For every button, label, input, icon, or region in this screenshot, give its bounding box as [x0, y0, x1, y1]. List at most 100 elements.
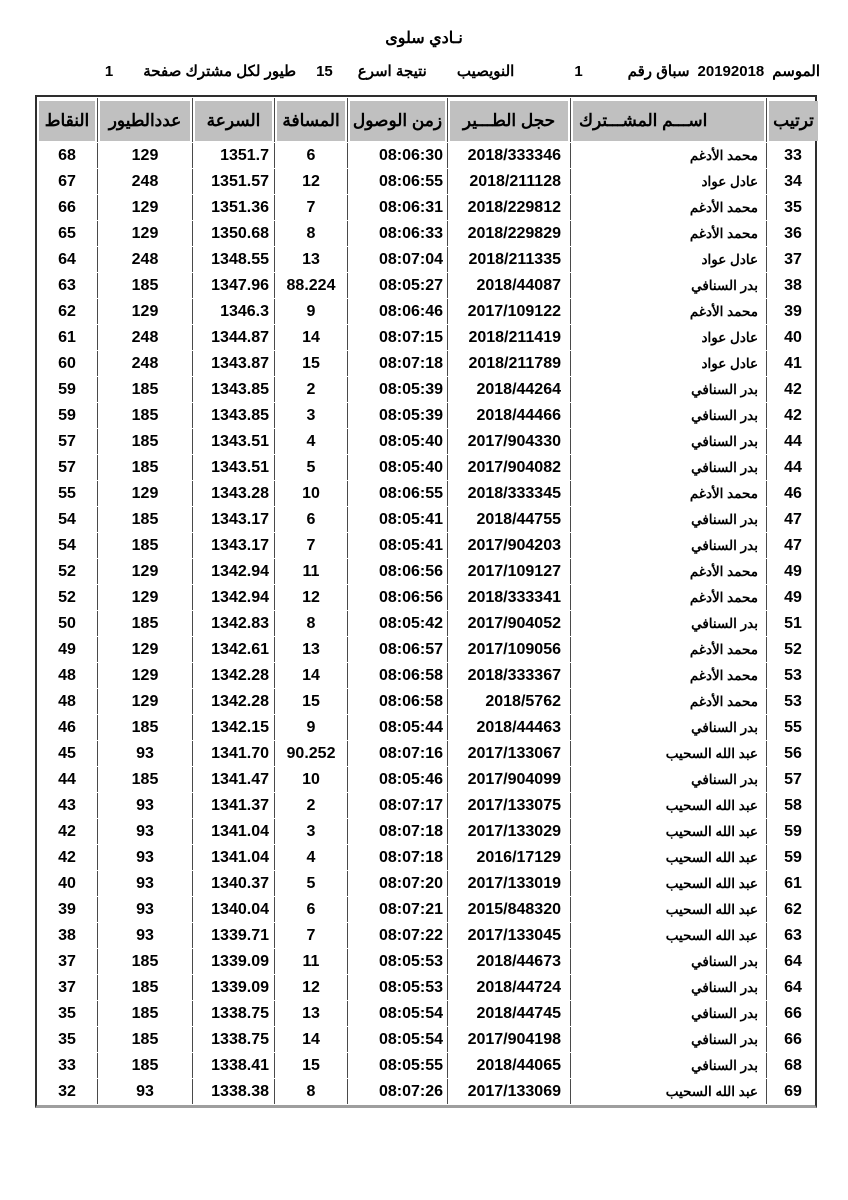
cell-name: محمد الأدغم	[570, 195, 766, 220]
cell-ring: 2018/44466	[447, 403, 570, 428]
cell-birds: 129	[97, 689, 192, 714]
cell-time: 08:05:55	[347, 1053, 447, 1078]
cell-distance: 5	[274, 455, 347, 480]
cell-rank: 53	[766, 689, 819, 714]
cell-birds: 185	[97, 377, 192, 402]
cell-birds: 185	[97, 1001, 192, 1026]
cell-rank: 62	[766, 897, 819, 922]
header-points: النقاط	[39, 100, 95, 141]
cell-speed: 1339.09	[192, 949, 274, 974]
release-site: النويصيب	[456, 63, 515, 80]
cell-distance: 14	[274, 325, 347, 350]
cell-birds: 185	[97, 429, 192, 454]
table-row: 66 129 1351.36 7 08:06:31 2018/229812 محمد الأ…	[37, 195, 819, 220]
cell-distance: 15	[274, 351, 347, 376]
cell-birds: 248	[97, 351, 192, 376]
cell-points: 43	[58, 797, 76, 814]
cell-distance: 2	[274, 793, 347, 818]
cell-speed: 1343.87	[192, 351, 274, 376]
table-row: 60 248 1343.87 15 08:07:18 2018/211789 عادل عو…	[37, 351, 819, 376]
cell-rank: 51	[766, 611, 819, 636]
cell-ring: 2017/904330	[447, 429, 570, 454]
cell-distance: 15	[274, 689, 347, 714]
cell-speed: 1346.3	[192, 299, 274, 324]
cell-birds: 248	[97, 325, 192, 350]
cell-name: بدر السنافي	[570, 507, 766, 532]
table-row: 63 185 1347.96 88.224 08:05:27 2018/44087 بدر …	[37, 273, 819, 298]
cell-rank: 59	[766, 819, 819, 844]
cell-rank: 44	[766, 455, 819, 480]
cell-speed: 1342.94	[192, 559, 274, 584]
cell-rank: 41	[766, 351, 819, 376]
cell-time: 08:06:55	[347, 169, 447, 194]
cell-ring: 2018/333345	[447, 481, 570, 506]
cell-ring: 2018/211335	[447, 247, 570, 272]
cell-ring: 2018/211128	[447, 169, 570, 194]
table-row: 50 185 1342.83 8 08:05:42 2017/904052 بدر السن…	[37, 611, 819, 636]
cell-distance: 7	[274, 923, 347, 948]
cell-birds: 93	[97, 923, 192, 948]
cell-speed: 1342.28	[192, 689, 274, 714]
cell-distance: 4	[274, 429, 347, 454]
cell-speed: 1342.94	[192, 585, 274, 610]
cell-speed: 1342.15	[192, 715, 274, 740]
cell-rank: 44	[766, 429, 819, 454]
cell-name: بدر السنافي	[570, 767, 766, 792]
cell-points: 68	[58, 147, 76, 164]
cell-points: 35	[58, 1031, 76, 1048]
cell-birds: 129	[97, 637, 192, 662]
cell-distance: 13	[274, 637, 347, 662]
cell-birds: 185	[97, 507, 192, 532]
cell-points: 52	[58, 589, 76, 606]
cell-speed: 1343.17	[192, 507, 274, 532]
cell-name: عبد الله السحيب	[570, 923, 766, 948]
cell-rank: 42	[766, 377, 819, 402]
table-row: 61 248 1344.87 14 08:07:15 2018/211419 عادل عو…	[37, 325, 819, 350]
cell-points: 61	[58, 329, 76, 346]
cell-distance: 8	[274, 611, 347, 636]
cell-time: 08:07:18	[347, 351, 447, 376]
cell-speed: 1341.70	[192, 741, 274, 766]
cell-time: 08:06:55	[347, 481, 447, 506]
cell-speed: 1343.85	[192, 403, 274, 428]
cell-speed: 1342.83	[192, 611, 274, 636]
cell-birds: 93	[97, 871, 192, 896]
cell-distance: 8	[274, 1079, 347, 1104]
cell-speed: 1343.85	[192, 377, 274, 402]
cell-speed: 1340.04	[192, 897, 274, 922]
cell-ring: 2017/109127	[447, 559, 570, 584]
fastest-count: 15	[316, 63, 333, 80]
cell-speed: 1344.87	[192, 325, 274, 350]
cell-distance: 14	[274, 663, 347, 688]
table-row: 37 185 1339.09 12 08:05:53 2018/44724 بدر السن…	[37, 975, 819, 1000]
cell-points: 67	[58, 173, 76, 190]
cell-birds: 185	[97, 455, 192, 480]
cell-birds: 129	[97, 143, 192, 168]
cell-speed: 1343.17	[192, 533, 274, 558]
cell-ring: 2018/229829	[447, 221, 570, 246]
cell-time: 08:07:15	[347, 325, 447, 350]
season-label: الموسم	[772, 63, 820, 80]
cell-time: 08:07:04	[347, 247, 447, 272]
cell-distance: 4	[274, 845, 347, 870]
cell-points: 44	[58, 771, 76, 788]
cell-points: 66	[58, 199, 76, 216]
cell-distance: 6	[274, 507, 347, 532]
cell-time: 08:05:39	[347, 377, 447, 402]
cell-name: عبد الله السحيب	[570, 819, 766, 844]
cell-rank: 38	[766, 273, 819, 298]
cell-rank: 56	[766, 741, 819, 766]
cell-rank: 47	[766, 533, 819, 558]
cell-ring: 2017/904203	[447, 533, 570, 558]
cell-distance: 7	[274, 533, 347, 558]
cell-birds: 129	[97, 481, 192, 506]
cell-rank: 39	[766, 299, 819, 324]
table-row: 39 93 1340.04 6 08:07:21 2015/848320 عبد الله …	[37, 897, 819, 922]
cell-ring: 2017/109122	[447, 299, 570, 324]
cell-name: عبد الله السحيب	[570, 793, 766, 818]
cell-speed: 1341.37	[192, 793, 274, 818]
cell-ring: 2018/44065	[447, 1053, 570, 1078]
cell-time: 08:07:18	[347, 819, 447, 844]
cell-points: 42	[58, 849, 76, 866]
table-row: 54 185 1343.17 6 08:05:41 2018/44755 بدر السنا…	[37, 507, 819, 532]
